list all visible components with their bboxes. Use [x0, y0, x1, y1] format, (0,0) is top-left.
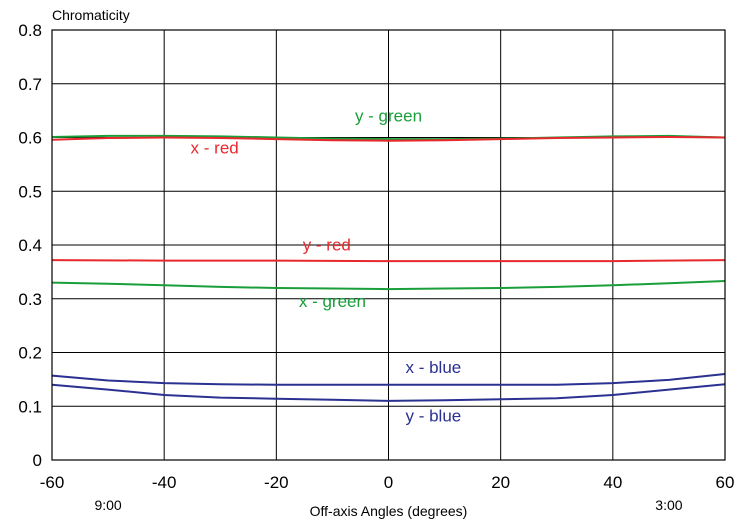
clock-label: 9:00: [94, 497, 121, 513]
series-label: y - red: [303, 235, 351, 254]
y-tick-label: 0.6: [18, 129, 42, 148]
x-tick-label: -20: [264, 473, 289, 492]
series-line-y-green: [51, 134, 726, 141]
y-tick-label: 0.4: [18, 236, 42, 255]
y-axis-title: Chromaticity: [52, 7, 130, 23]
series-line-x-blue: [51, 373, 726, 386]
x-tick-label: 0: [384, 473, 393, 492]
series-lines: [51, 134, 726, 402]
y-tick-label: 0.8: [18, 21, 42, 40]
y-tick-label: 0.3: [18, 290, 42, 309]
plot-frame: [51, 29, 726, 461]
x-tick-label: -60: [40, 473, 65, 492]
series-line-y-red: [51, 259, 726, 263]
series-labels: y - green x - red y - red x - green x - blue…: [191, 106, 462, 425]
y-tick-label: 0.5: [18, 182, 42, 201]
grid: [51, 29, 726, 461]
y-tick-label: 0.7: [18, 75, 42, 94]
x-tick-labels: -60 -40 -20 0 20 40 60: [40, 473, 735, 492]
y-tick-labels: 0 0.1 0.2 0.3 0.4 0.5 0.6 0.7 0.8: [18, 21, 42, 470]
series-line-y-blue: [51, 383, 726, 402]
series-label: x - blue: [405, 358, 461, 377]
x-tick-label: -40: [152, 473, 177, 492]
x-tick-label: 60: [716, 473, 735, 492]
series-label: y - blue: [405, 406, 461, 425]
series-line-x-red: [51, 135, 726, 142]
x-axis-title: Off-axis Angles (degrees): [310, 503, 468, 519]
clock-label: 3:00: [655, 497, 682, 513]
series-line-x-green: [51, 280, 726, 291]
y-tick-label: 0: [33, 451, 42, 470]
series-label: x - red: [191, 139, 239, 158]
x-tick-label: 20: [491, 473, 510, 492]
series-label: x - green: [299, 292, 366, 311]
x-tick-label: 40: [603, 473, 622, 492]
clock-labels: 9:00 3:00: [94, 497, 682, 513]
y-tick-label: 0.1: [18, 397, 42, 416]
y-tick-label: 0.2: [18, 344, 42, 363]
series-label: y - green: [355, 106, 422, 125]
